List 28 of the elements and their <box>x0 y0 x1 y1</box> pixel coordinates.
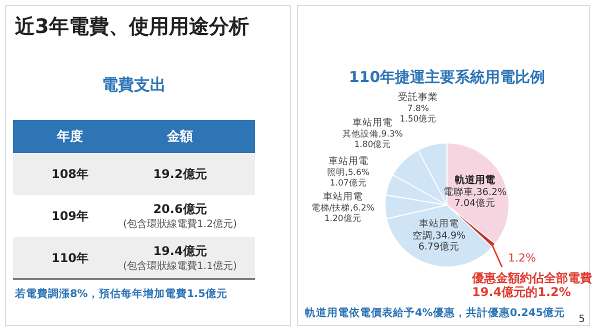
text: 近3年電費、使用用途分析 <box>14 14 249 38</box>
text: 金額 <box>166 128 193 144</box>
text: 若電費調漲8%，預估每年增加電費1.5億元 <box>14 287 228 300</box>
text: 軌道用電依電價表給予4%優惠，共計優惠0.245億元 <box>304 306 566 319</box>
text: 電費支出 <box>102 75 166 94</box>
text: 5 <box>578 314 585 325</box>
text: 19.4億元 (包含環狀線電費1.1億元) <box>123 244 237 272</box>
data-label: 空調,34.9% 6.79億元 <box>412 229 466 252</box>
text: 109年 <box>51 209 89 223</box>
slice-label: 車站用電 <box>418 217 459 230</box>
chart-title: 110年捷運主要系統用電比例 <box>348 68 546 86</box>
text: 110年 <box>51 251 89 265</box>
data-label: 電聯車,36.2% 7.04億元 <box>443 186 507 210</box>
text: 20.6億元 (包含環狀線電費1.2億元) <box>123 202 237 230</box>
data-label: 照明,5.6% 1.07億元 <box>327 166 370 188</box>
slice-label: 車站用電 <box>322 190 363 203</box>
data-label: 其他設備,9.3% 1.80億元 <box>342 128 403 150</box>
slice-label: 軌道用電 <box>454 174 495 186</box>
text: 19.2億元 <box>153 167 207 181</box>
data-label: 電梯/扶梯,6.2% 1.20億元 <box>311 202 374 224</box>
slice-label: 受託事業 <box>398 91 438 104</box>
data-label: 1.2% <box>508 251 536 264</box>
slice-label: 車站用電 <box>352 116 393 128</box>
text: 108年 <box>51 167 89 181</box>
text: 優惠金額約佔全部電費 19.4億元的1.2% <box>471 271 592 299</box>
data-label: 7.8% 1.50億元 <box>400 104 437 125</box>
text: 年度 <box>56 128 83 144</box>
slice-label: 車站用電 <box>328 154 368 167</box>
